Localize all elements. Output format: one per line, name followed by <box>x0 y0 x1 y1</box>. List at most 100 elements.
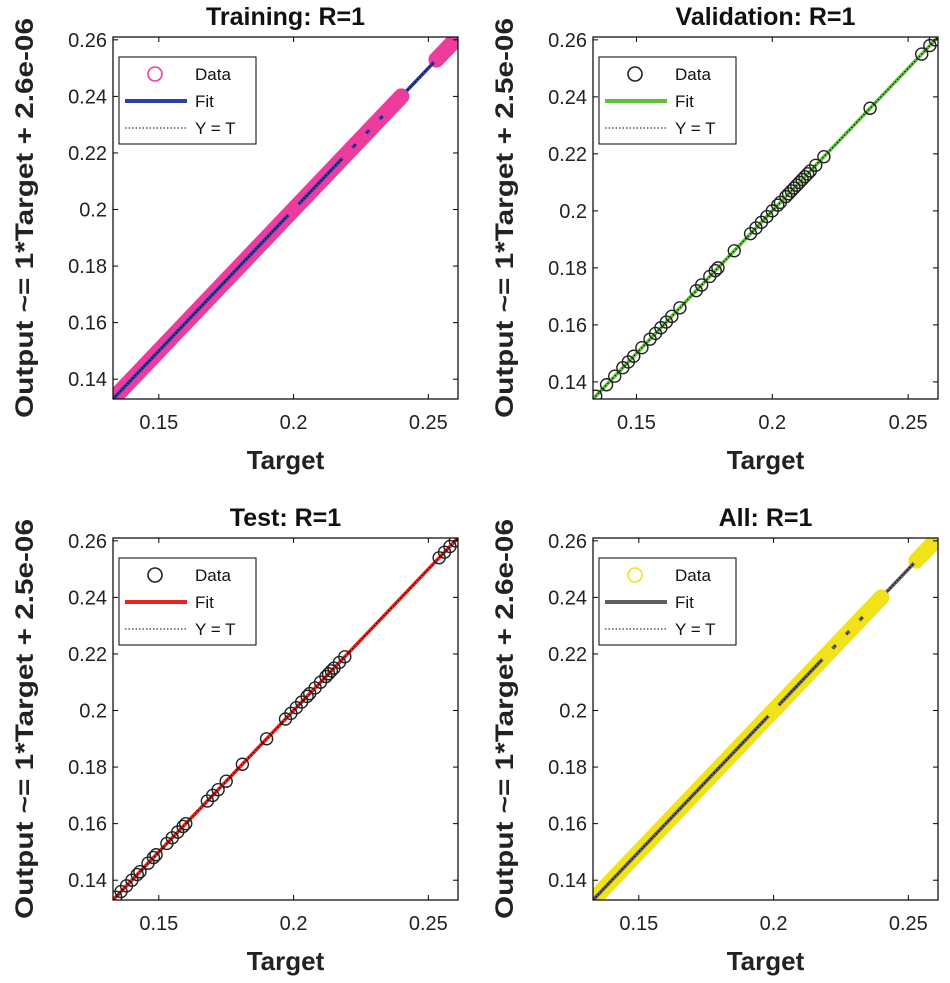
chart-title: Test: R=1 <box>230 504 341 532</box>
x-tick-label: 0.15 <box>139 412 178 434</box>
data-point <box>608 369 622 383</box>
data-point <box>324 664 339 678</box>
legend: Data Fit Y = T <box>598 56 737 145</box>
y-axis-label: Output ~= 1*Target + 2.6e-06 <box>491 519 519 919</box>
y-tick-label: 0.24 <box>548 87 587 109</box>
legend-data-marker <box>627 567 643 583</box>
data-point <box>766 703 782 719</box>
y-tick-label: 0.16 <box>68 814 107 836</box>
y-tick-label: 0.16 <box>548 814 587 836</box>
x-tick-label: 0.2 <box>758 412 786 434</box>
data-point <box>833 632 849 648</box>
legend-data-marker <box>147 66 163 82</box>
y-tick-label: 0.24 <box>68 587 107 609</box>
axes-box <box>592 36 939 400</box>
data-point <box>819 646 835 662</box>
legend-label: Y = T <box>675 119 715 138</box>
data-point <box>146 850 161 865</box>
data-point <box>448 538 458 548</box>
x-tick-label: 0.25 <box>409 412 448 434</box>
x-tick-label: 0.2 <box>280 412 308 434</box>
legend-label: Data <box>195 566 231 585</box>
axes-box <box>112 537 459 901</box>
data-point <box>708 264 722 278</box>
data-point <box>366 117 382 133</box>
x-axis-label: Target <box>727 445 805 475</box>
regression-panel-1: 0.15 0.2 0.25 0.14 0.16 0.18 0.2 0.22 0.24 0.26 Tr… <box>11 3 459 475</box>
x-axis-label: Target <box>247 946 325 976</box>
chart-title: Validation: R=1 <box>676 3 856 31</box>
y-tick-label: 0.16 <box>68 313 107 335</box>
data-point <box>235 757 250 771</box>
data-point <box>286 202 302 218</box>
axes-box <box>592 537 939 901</box>
data-point <box>300 689 314 704</box>
legend-label: Data <box>195 65 231 84</box>
y-tick-label: 0.18 <box>548 258 587 280</box>
legend-label: Fit <box>675 593 694 612</box>
y-tick-label: 0.14 <box>548 372 587 394</box>
y-tick-label: 0.18 <box>68 757 107 779</box>
y-tick-label: 0.2 <box>559 201 587 223</box>
y-tick-label: 0.26 <box>548 30 587 52</box>
data-point <box>179 816 193 831</box>
data-point <box>665 309 679 324</box>
data-point <box>863 101 877 115</box>
data-point <box>593 389 603 399</box>
data-point <box>727 244 741 258</box>
y-tick-label: 0.2 <box>559 701 587 723</box>
chart-title: All: R=1 <box>719 504 813 532</box>
data-point <box>211 783 225 797</box>
x-tick-label: 0.15 <box>619 913 658 935</box>
data-point <box>928 37 938 47</box>
legend-label: Data <box>675 65 711 84</box>
legend-label: Y = T <box>675 620 715 639</box>
data-point <box>338 650 352 664</box>
y-tick-label: 0.22 <box>548 644 587 666</box>
y-tick-label: 0.16 <box>548 315 587 337</box>
x-tick-label: 0.2 <box>760 913 788 935</box>
data-point <box>694 278 709 292</box>
identity-line <box>593 37 938 399</box>
y-axis-label: Output ~= 1*Target + 2.5e-06 <box>11 519 39 919</box>
legend: Data Fit Y = T <box>598 557 737 646</box>
y-tick-label: 0.14 <box>68 369 107 391</box>
data-point <box>133 865 147 879</box>
legend-label: Fit <box>675 92 694 111</box>
x-tick-label: 0.2 <box>280 913 308 935</box>
x-tick-label: 0.25 <box>889 412 928 434</box>
y-axis-label: Output ~= 1*Target + 2.6e-06 <box>11 18 39 418</box>
data-point <box>873 589 889 605</box>
y-tick-label: 0.22 <box>68 644 107 666</box>
x-tick-label: 0.25 <box>409 913 448 935</box>
y-tick-label: 0.26 <box>68 531 107 553</box>
regression-panel-3: 0.15 0.2 0.25 0.14 0.16 0.18 0.2 0.22 0.24 0.26 Te… <box>11 504 459 976</box>
data-point <box>817 150 831 164</box>
data-point <box>915 47 929 61</box>
data-point <box>627 349 641 363</box>
x-tick-label: 0.15 <box>617 412 656 434</box>
data-point <box>219 774 233 788</box>
data-point <box>771 198 785 212</box>
data-point <box>846 618 862 634</box>
data-point <box>800 167 815 181</box>
legend-label: Y = T <box>195 620 235 639</box>
data-point <box>711 261 725 275</box>
x-axis-label: Target <box>727 946 805 976</box>
y-tick-label: 0.22 <box>548 144 587 166</box>
data-point <box>339 145 355 161</box>
legend-data-marker <box>147 567 163 583</box>
legend-label: Fit <box>195 92 214 111</box>
regression-panel-2: 0.15 0.2 0.25 0.14 0.16 0.18 0.2 0.22 0.24 0.26 Va… <box>491 3 939 475</box>
x-tick-label: 0.15 <box>139 913 178 935</box>
x-axis-label: Target <box>247 445 325 475</box>
data-point <box>259 732 274 746</box>
data-point <box>599 378 614 392</box>
legend-data-marker <box>627 66 643 82</box>
y-tick-label: 0.14 <box>548 870 587 892</box>
axes-box <box>112 36 459 400</box>
y-tick-label: 0.26 <box>68 30 107 52</box>
y-tick-label: 0.14 <box>68 870 107 892</box>
y-tick-label: 0.24 <box>548 587 587 609</box>
